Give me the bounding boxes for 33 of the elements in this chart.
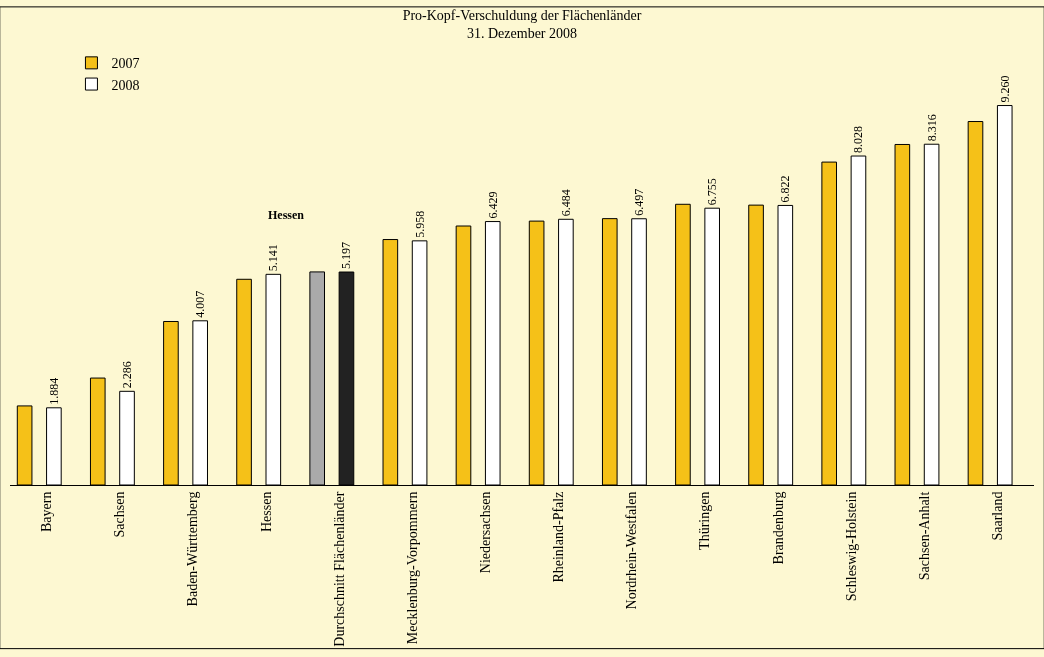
- data-label: 6.822: [778, 175, 793, 203]
- x-tick-label: Sachsen-Anhalt: [916, 491, 932, 581]
- x-tick-label: Brandenburg: [770, 491, 786, 565]
- data-label: 9.260: [997, 75, 1012, 103]
- data-label: 6.497: [632, 188, 647, 216]
- data-label: 8.316: [924, 114, 939, 142]
- data-label: 5.197: [339, 242, 354, 270]
- x-tick-label: Nordrhein-Westfalen: [624, 491, 640, 610]
- data-label: 4.007: [193, 290, 208, 318]
- chart-title: Pro-Kopf-Verschuldung der Flächenländer: [402, 7, 642, 23]
- x-tick-label: Baden-Württemberg: [185, 491, 201, 607]
- data-label: 1.884: [46, 377, 61, 405]
- x-tick-label: Thüringen: [697, 491, 713, 550]
- data-label: 2.286: [120, 361, 135, 389]
- annotation: Hessen: [268, 208, 305, 222]
- chart-subtitle: 31. Dezember 2008: [466, 25, 578, 41]
- x-tick-label: Durchschnitt Flächenländer: [331, 491, 347, 647]
- x-tick-label: Sachsen: [112, 491, 128, 538]
- x-tick-label: Hessen: [258, 491, 274, 533]
- x-tick-label: Schleswig-Holstein: [843, 491, 859, 602]
- x-tick-label: Mecklenburg-Vorpommern: [404, 491, 420, 645]
- legend-label: 2008: [111, 77, 140, 93]
- x-tick-label: Bayern: [39, 491, 55, 533]
- x-tick-label: Rheinland-Pfalz: [551, 491, 567, 583]
- data-label: 6.755: [705, 178, 720, 206]
- data-label: 5.958: [412, 210, 427, 238]
- data-label: 6.484: [558, 189, 573, 217]
- x-tick-label: Niedersachsen: [477, 491, 493, 574]
- data-label: 6.429: [485, 191, 500, 219]
- data-label: 8.028: [851, 126, 866, 154]
- legend-label: 2007: [111, 56, 140, 72]
- data-label: 5.141: [266, 244, 281, 272]
- x-tick-label: Saarland: [989, 491, 1005, 541]
